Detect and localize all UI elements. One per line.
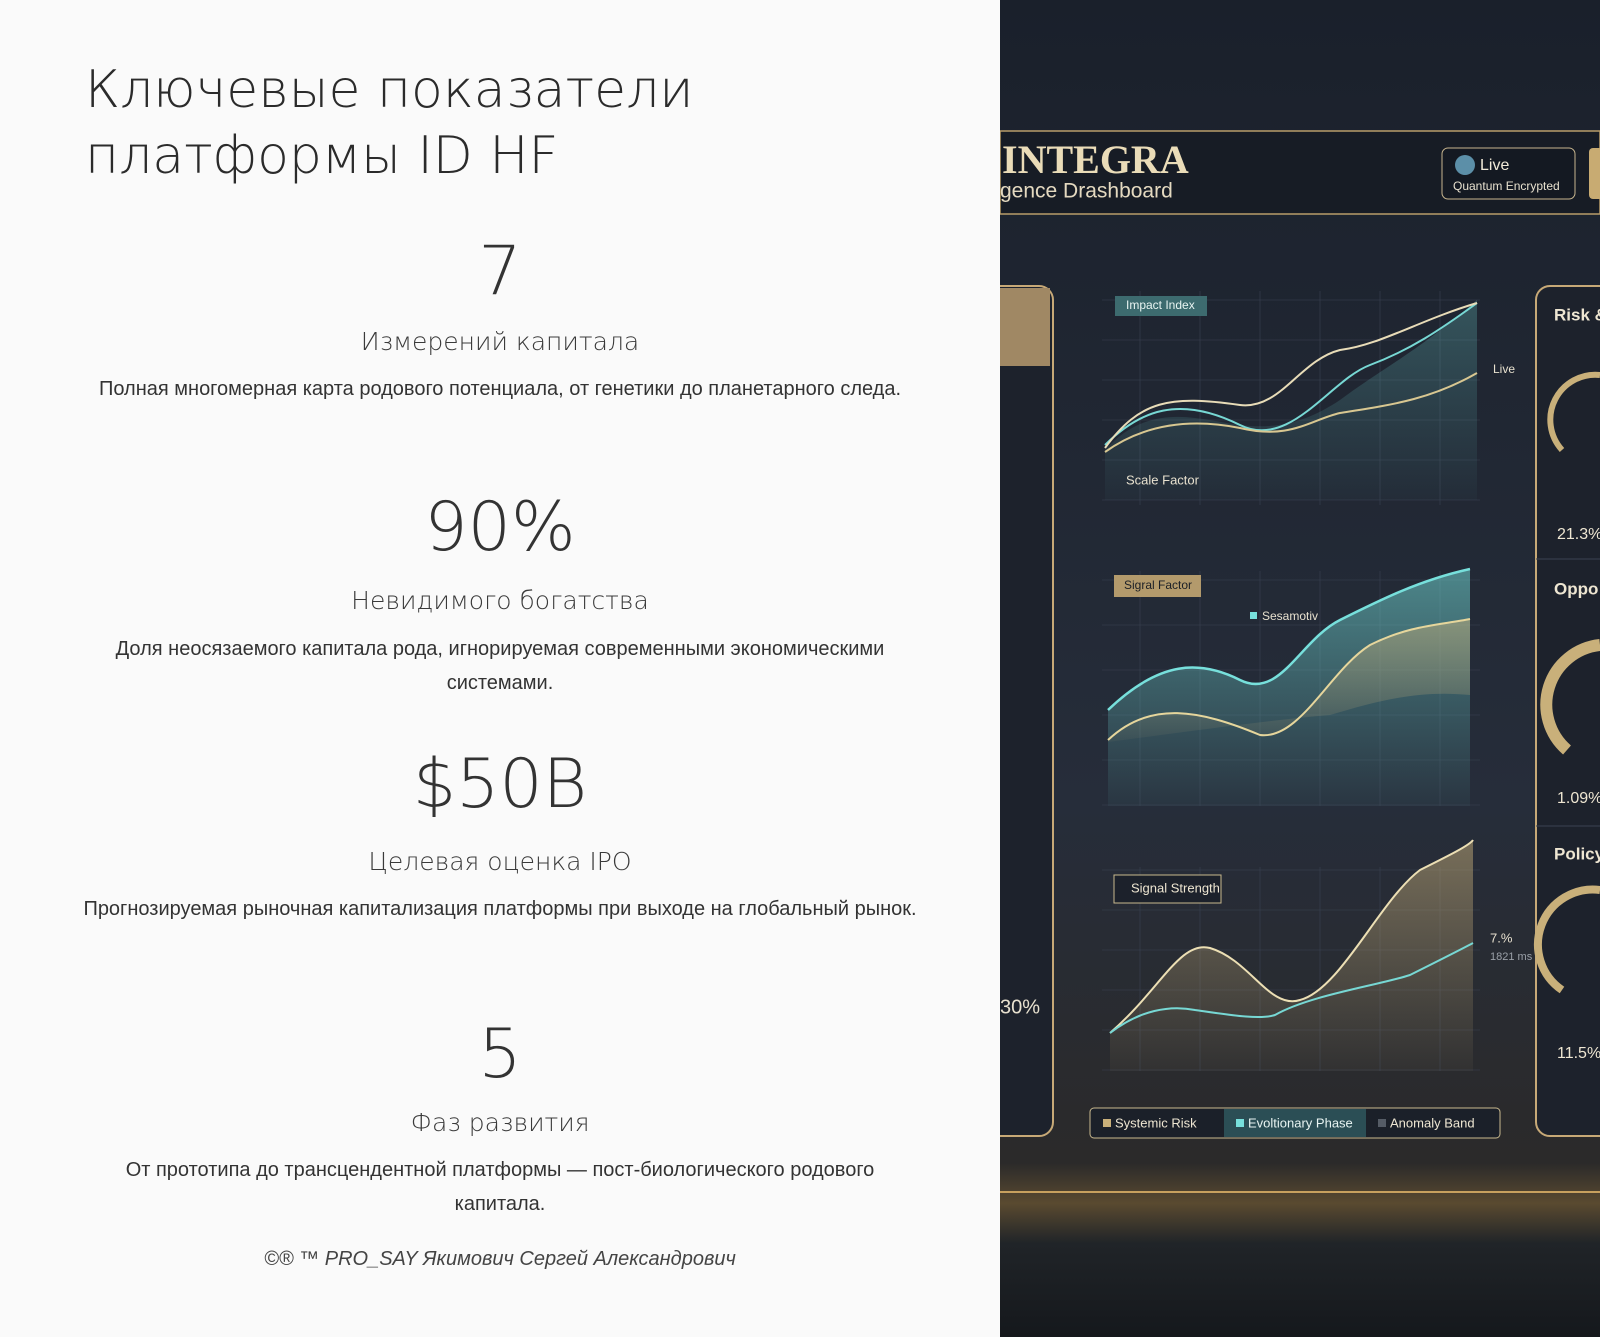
chart-line <box>1104 302 1478 446</box>
chart-sublabel: Scale Factor <box>1126 472 1200 487</box>
side-panel <box>1535 285 1600 1137</box>
legend-entry: Evoltionary Phase <box>1248 1115 1353 1130</box>
metric-value: 7 <box>478 232 522 311</box>
chart-note: 7.% <box>1490 930 1513 945</box>
chart-label-box <box>1113 874 1222 904</box>
metric-label: Целевая оценка IPO <box>368 847 632 876</box>
metric-value: $50B <box>412 745 588 824</box>
legend-highlight <box>1224 1109 1366 1137</box>
metric-description: От прототипа до трансцендентной платформ… <box>125 1159 875 1215</box>
legend-swatch <box>1236 1119 1244 1127</box>
metric-label: Измерений капитала <box>360 327 640 356</box>
metric-description: Прогнозируемая рыночная капитализация пл… <box>83 898 917 920</box>
metric-label: Невидимого богатства <box>351 586 649 615</box>
chart-line <box>1104 372 1478 453</box>
chart-subnote: 1821 ms <box>1490 951 1533 963</box>
metric-value: 5 <box>478 1015 522 1094</box>
chart-note-marker <box>1250 612 1257 619</box>
legend-swatch <box>1378 1119 1386 1127</box>
legend-swatch <box>1103 1119 1111 1127</box>
brand: INTEGRA <box>1002 137 1189 182</box>
side-panel-tab <box>1000 288 1050 366</box>
chart-line <box>1109 942 1474 1034</box>
badge-icon <box>1455 155 1475 175</box>
gauge <box>1533 885 1600 994</box>
metric-value: 90% <box>424 488 576 567</box>
title-line: Ключевые показатели <box>85 60 694 120</box>
brand-subtitle: gence Drashboard <box>1000 180 1173 203</box>
side-panel <box>1000 285 1054 1137</box>
chart-label-box <box>1115 296 1207 316</box>
legend-entry: Anomaly Band <box>1390 1115 1475 1130</box>
badge-title: Live <box>1480 157 1509 174</box>
chart-note: Sesamotiv <box>1262 609 1318 623</box>
chart-label: Sigral Factor <box>1124 578 1192 592</box>
gauge <box>1547 371 1600 453</box>
panel-title: Risk & <box>1554 305 1600 324</box>
panel-value: 21.3% <box>1557 526 1600 543</box>
chart-label: Impact Index <box>1126 298 1195 312</box>
chart-line <box>1104 302 1478 449</box>
title-line: платформы ID HF <box>85 126 559 186</box>
gauge <box>1540 639 1600 755</box>
chart-area <box>1110 840 1473 1071</box>
panel-value: 1.09% <box>1557 790 1600 807</box>
footer: ©® ™ PRO_SAY Якимович Сергей Александров… <box>264 1248 736 1270</box>
chart-note: Live <box>1493 362 1515 376</box>
metric-description: Полная многомерная карта родового потенц… <box>98 378 902 400</box>
panel-title: Policy <box>1554 844 1600 863</box>
badge <box>1441 147 1576 200</box>
chart-line <box>1109 839 1474 1034</box>
chart-line <box>1107 618 1471 741</box>
chart-line <box>1107 567 1471 711</box>
panel-value: 11.5% <box>1557 1045 1600 1062</box>
chart-label-box <box>1114 575 1201 597</box>
chart-area <box>1108 569 1470 806</box>
text-panel: Ключевые показатели платформы ID HF 7 Из… <box>83 60 917 1270</box>
legend-entry: Systemic Risk <box>1115 1115 1197 1130</box>
badge-subtitle: Quantum Encrypted <box>1453 179 1560 193</box>
chart-area <box>1105 300 1477 500</box>
chart-area <box>1108 619 1470 742</box>
metric-description: Доля неосязаемого капитала рода, игнорир… <box>115 638 885 694</box>
chart-label: Signal Strength <box>1131 880 1220 895</box>
dashboard-image: INTEGRA gence Drashboard Live Quantum En… <box>1000 0 1600 1337</box>
side-value: 30% <box>1000 996 1040 1018</box>
metric-label: Фаз развития <box>410 1108 590 1137</box>
badge-edge <box>1589 148 1600 199</box>
panel-title: Oppo <box>1554 579 1598 598</box>
